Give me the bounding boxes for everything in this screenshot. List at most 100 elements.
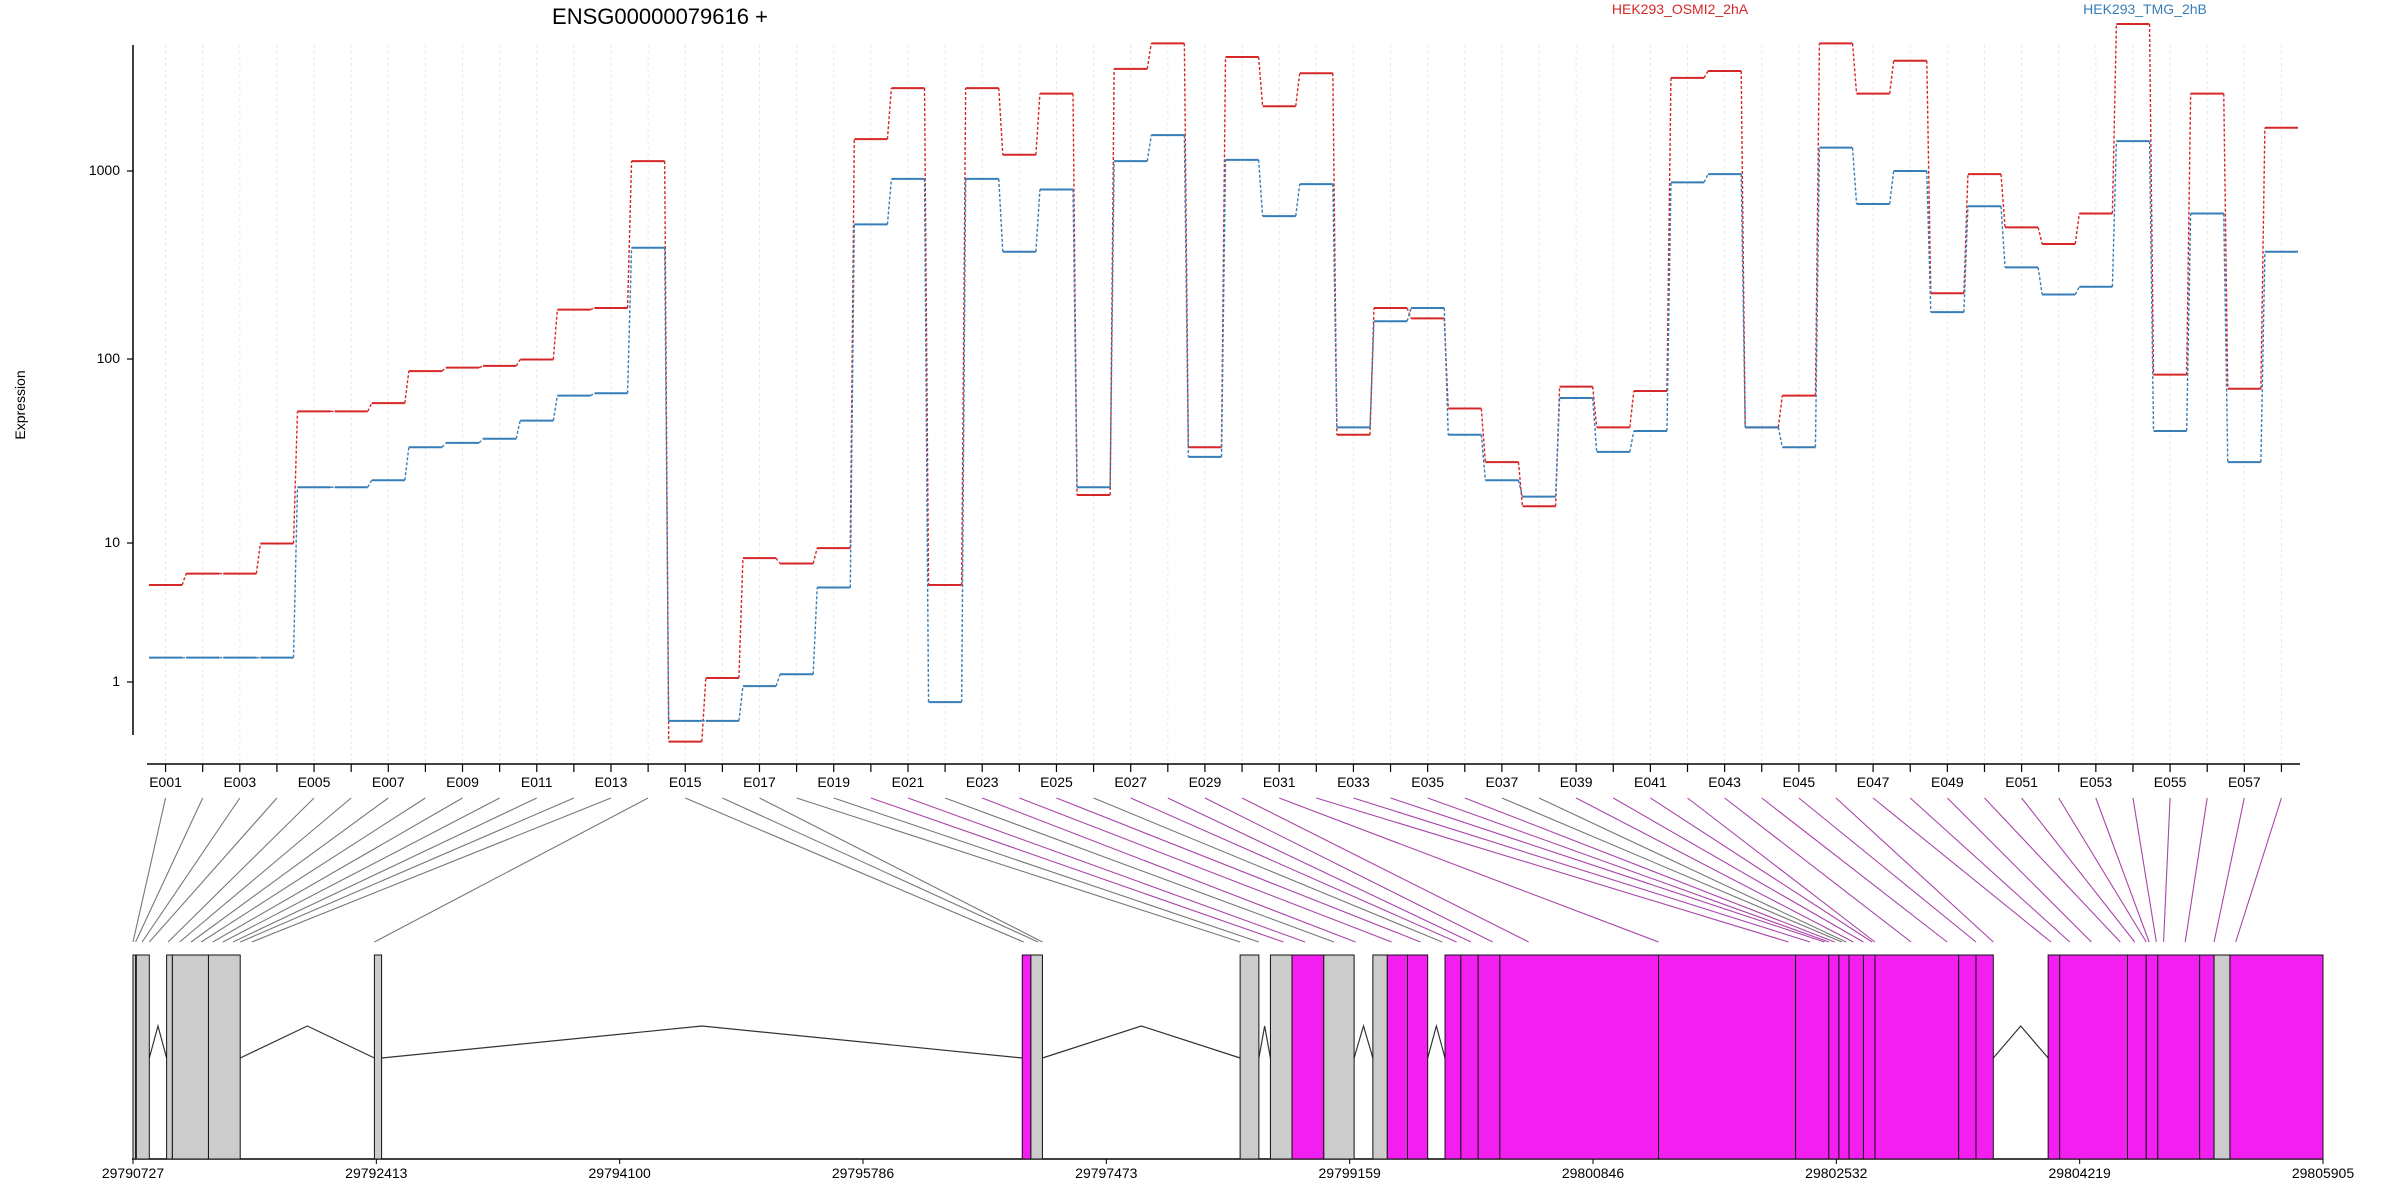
coordinate-tick-label: 29802532: [1805, 1165, 1868, 1181]
coordinate-tick-label: 29792413: [345, 1165, 408, 1181]
series-step-connector: [2037, 267, 2043, 295]
exon-box: [1406, 954, 1429, 1160]
exon-connector-line: [1167, 797, 1472, 943]
exon-box: [1874, 954, 1960, 1160]
exon-connector-line: [907, 797, 1306, 943]
exon-box: [2157, 954, 2201, 1160]
series-step-connector: [1851, 43, 1858, 94]
exon-box: [1291, 954, 1325, 1160]
exon-connector-line: [2132, 797, 2157, 943]
exon-box: [1460, 954, 1479, 1160]
exon-connector-line: [1538, 797, 1847, 943]
exon-connector-line: [135, 797, 204, 943]
series-step-connector: [1888, 170, 1895, 205]
y-tick-1000: 1000: [89, 162, 133, 178]
exon-box: [207, 954, 241, 1160]
series-step-connector: [1480, 434, 1487, 481]
series-step-connector: [1517, 480, 1524, 497]
exon-connector-line: [1724, 797, 1912, 943]
series-step-connector: [2260, 251, 2266, 463]
exon-box: [2229, 954, 2324, 1160]
series-step-connector: [367, 479, 373, 488]
exon-box: [135, 954, 150, 1160]
series-step-connector: [849, 139, 855, 549]
exon-box: [1958, 954, 1977, 1160]
series-step-connector: [2148, 141, 2155, 431]
exon-connector-line: [982, 797, 1356, 943]
exon-box: [2047, 954, 2061, 1160]
series-step-connector: [1740, 71, 1746, 428]
exon-box: [1848, 954, 1864, 1160]
exon-connector-line: [251, 797, 612, 943]
x-tick-label: E013: [595, 774, 628, 790]
series-step-connector: [886, 178, 893, 225]
exon-connector-line: [190, 797, 389, 943]
exon-box: [1975, 954, 1994, 1160]
exon-connector-line: [1984, 797, 2121, 943]
series-step-connector: [626, 161, 633, 309]
exon-connector-line: [2213, 797, 2245, 943]
exon-connector-line: [374, 797, 649, 943]
intron-line: [148, 1023, 168, 1059]
series-layer: [149, 23, 2298, 743]
series-step-connector: [775, 557, 781, 564]
y-tick-label: 10: [104, 534, 120, 550]
x-tick-label: E041: [1634, 774, 1667, 790]
intron-line: [1042, 1025, 1241, 1059]
series-step-connector: [292, 411, 299, 544]
series-step-connector: [1814, 147, 1821, 448]
x-tick-label: E007: [372, 774, 405, 790]
series-step-connector: [2185, 213, 2192, 431]
coordinate-tick-label: 29790727: [102, 1165, 165, 1181]
series-1: [149, 23, 2298, 743]
series-step-connector: [1146, 43, 1152, 69]
series-step-connector: [515, 420, 521, 439]
exon-connector-line: [1056, 797, 1421, 943]
exon-box: [1386, 954, 1408, 1160]
series-step-connector: [1220, 56, 1227, 448]
series-step-connector: [1777, 427, 1783, 448]
x-tick-label: E009: [446, 774, 479, 790]
series-2: [149, 134, 2298, 722]
exon-connector-line: [1278, 797, 1659, 943]
exon-connector-line: [1093, 797, 1443, 943]
gene-model: [132, 954, 2324, 1160]
series-step-connector: [1814, 43, 1821, 396]
series-step-connector: [998, 88, 1004, 155]
x-tick-label: E035: [1411, 774, 1444, 790]
x-tick-label: E055: [2154, 774, 2187, 790]
series-step-connector: [404, 447, 410, 481]
x-tick-label: E017: [743, 774, 776, 790]
x-tick-label: E033: [1337, 774, 1370, 790]
series-step-connector: [1888, 60, 1895, 94]
series-step-connector: [2000, 174, 2006, 228]
series-step-connector: [2037, 227, 2043, 245]
exon-connector-line: [2163, 797, 2171, 943]
series-step-connector: [590, 307, 595, 311]
coordinate-tick-label: 29799159: [1319, 1165, 1382, 1181]
exon-connector-line: [2095, 797, 2150, 943]
series-step-connector: [1406, 307, 1412, 322]
series-step-connector: [1295, 73, 1301, 107]
chart-title: ENSG00000079616 +: [552, 4, 768, 29]
series-step-connector: [1851, 147, 1858, 205]
coordinate-tick-label: 29800846: [1562, 1165, 1625, 1181]
exon-box: [1239, 954, 1260, 1160]
exon-connector-line: [1427, 797, 1830, 943]
series-step-connector: [738, 558, 744, 679]
coordinate-tick-label: 29804219: [2049, 1165, 2112, 1181]
series-step-connector: [478, 438, 484, 444]
y-tick-label: 100: [97, 350, 121, 366]
series-step-connector: [1109, 68, 1115, 496]
exon-connector-line: [1798, 797, 1977, 943]
exon-connector-line: [1130, 797, 1457, 943]
series-step-connector: [1926, 60, 1932, 294]
series-step-connector: [923, 88, 930, 586]
series-step-connector: [886, 88, 893, 140]
exon-connector-line: [1835, 797, 1994, 943]
series-step-connector: [1666, 77, 1672, 391]
y-axis-label: Expression: [12, 370, 28, 439]
series-step-connector: [626, 247, 633, 394]
coordinate-tick-label: 29797473: [1075, 1165, 1138, 1181]
series-step-connector: [701, 677, 707, 742]
